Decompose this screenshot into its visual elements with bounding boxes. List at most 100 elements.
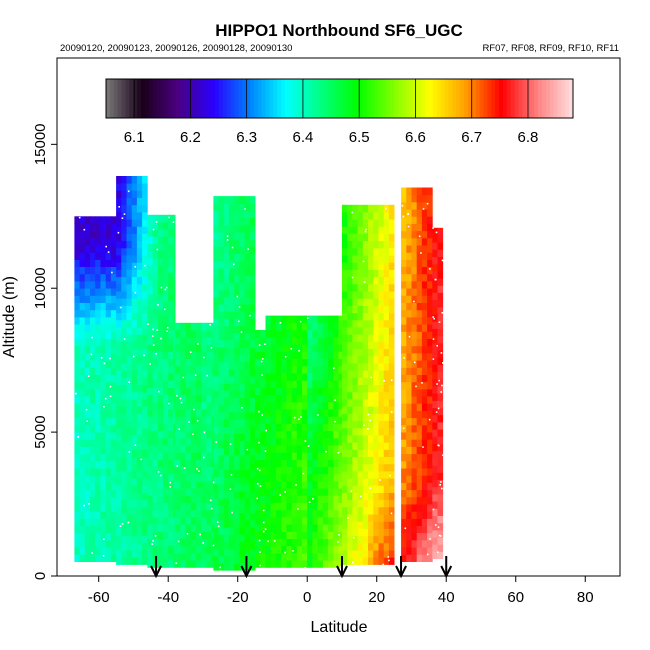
colorbar-segment <box>487 79 492 118</box>
speckle <box>88 503 90 505</box>
heatmap-cell <box>168 553 174 561</box>
heatmap-cell <box>378 528 385 537</box>
heatmap-cell <box>401 381 407 390</box>
heatmap-cell <box>322 315 329 324</box>
heatmap-cell <box>84 504 91 512</box>
heatmap-cell <box>142 506 148 515</box>
heatmap-cell <box>427 216 433 224</box>
heatmap-cell <box>218 368 225 377</box>
heatmap-cell <box>357 478 364 486</box>
heatmap-cell <box>110 324 117 332</box>
heatmap-cell <box>95 281 101 289</box>
heatmap-cell <box>175 524 181 532</box>
heatmap-cell <box>147 272 153 280</box>
heatmap-cell <box>275 509 282 518</box>
heatmap-cell <box>244 498 251 506</box>
heatmap-cell <box>136 276 143 285</box>
heatmap-cell <box>131 319 138 328</box>
speckle <box>413 361 416 364</box>
heatmap-cell <box>180 423 186 432</box>
heatmap-cell <box>142 521 148 529</box>
heatmap-cell <box>421 468 428 476</box>
heatmap-cell <box>322 409 329 417</box>
colorbar-segment <box>129 79 134 118</box>
speckle <box>299 320 302 323</box>
heatmap-cell <box>312 373 318 381</box>
heatmap-cell <box>152 286 159 295</box>
heatmap-cell <box>84 317 91 325</box>
heatmap-cell <box>196 344 202 352</box>
heatmap-cell <box>239 541 246 550</box>
heatmap-cell <box>185 502 192 511</box>
heatmap-cell <box>190 473 197 482</box>
heatmap-cell <box>234 347 240 355</box>
heatmap-cell <box>249 246 256 255</box>
heatmap-cell <box>157 337 164 345</box>
heatmap-cell <box>421 396 428 404</box>
heatmap-cell <box>218 483 225 492</box>
heatmap-cell <box>357 435 364 443</box>
heatmap-cell <box>74 410 80 419</box>
heatmap-cell <box>116 247 122 256</box>
speckle <box>196 468 198 470</box>
heatmap-cell <box>201 517 207 525</box>
heatmap-cell <box>427 518 433 526</box>
heatmap-cell <box>307 538 313 547</box>
heatmap-cell <box>338 315 343 324</box>
heatmap-cell <box>239 210 246 219</box>
heatmap-cell <box>239 476 246 485</box>
heatmap-cell <box>322 351 329 360</box>
heatmap-cell <box>126 276 133 285</box>
chart-subtitle-dates: 20090120, 20090123, 20090126, 20090128, … <box>60 43 292 54</box>
heatmap-cell <box>362 528 369 537</box>
speckle <box>292 550 294 552</box>
heatmap-cell <box>421 453 428 462</box>
heatmap-cell <box>201 330 207 338</box>
colorbar-segment <box>160 79 165 118</box>
heatmap-cell <box>357 485 364 493</box>
heatmap-cell <box>116 370 122 378</box>
heatmap-cell <box>168 560 174 568</box>
heatmap-cell <box>175 430 181 439</box>
heatmap-cell <box>249 469 256 478</box>
heatmap-cell <box>388 427 395 436</box>
heatmap-cell <box>249 217 256 226</box>
heatmap-cell <box>185 401 192 410</box>
heatmap-cell <box>74 439 80 447</box>
heatmap-cell <box>229 239 235 247</box>
heatmap-cell <box>244 325 251 334</box>
heatmap-cell <box>131 348 138 357</box>
heatmap-cell <box>74 259 80 267</box>
heatmap-cell <box>90 424 96 433</box>
heatmap-cell <box>352 463 358 472</box>
heatmap-cell <box>147 315 153 324</box>
heatmap-cell <box>249 498 256 506</box>
heatmap-cell <box>347 420 353 429</box>
speckle <box>158 390 160 393</box>
heatmap-cell <box>95 439 101 447</box>
heatmap-cell <box>121 499 127 508</box>
heatmap-cell <box>275 560 282 568</box>
heatmap-cell <box>201 365 207 374</box>
heatmap-cell <box>362 550 369 558</box>
heatmap-cell <box>302 330 308 338</box>
heatmap-cell <box>373 463 379 472</box>
heatmap-cell <box>147 286 153 295</box>
heatmap-cell <box>342 435 348 443</box>
heatmap-cell <box>357 499 364 508</box>
heatmap-cell <box>249 404 256 413</box>
heatmap-cell <box>234 361 240 370</box>
heatmap-cell <box>211 373 214 381</box>
heatmap-cell <box>296 481 303 489</box>
heatmap-cell <box>416 504 423 512</box>
heatmap-cell <box>74 424 80 433</box>
heatmap-cell <box>368 341 374 350</box>
heatmap-cell <box>373 226 379 234</box>
heatmap-cell <box>427 554 433 562</box>
heatmap-cell <box>152 294 159 302</box>
heatmap-cell <box>342 449 348 457</box>
colorbar-segment <box>417 79 422 118</box>
heatmap-cell <box>286 459 292 467</box>
heatmap-cell <box>291 459 298 467</box>
heatmap-cell <box>185 365 192 374</box>
